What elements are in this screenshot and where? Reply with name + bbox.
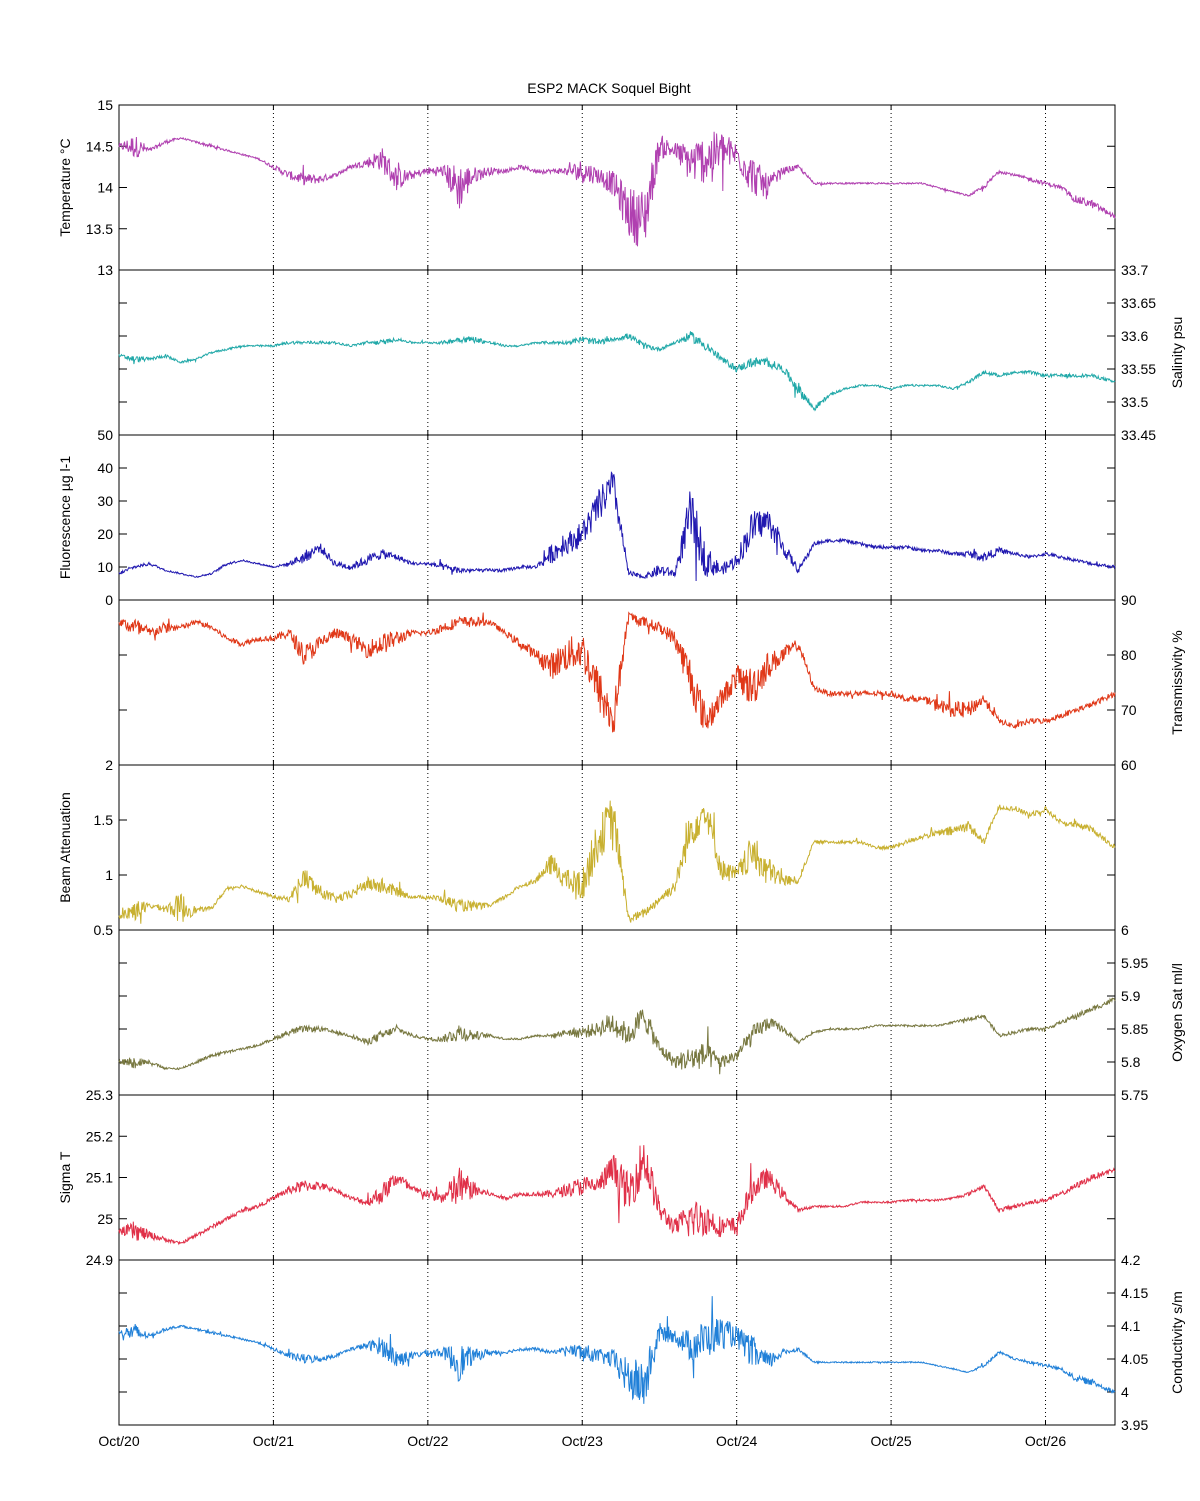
axis-title-1: Salinity psu: [1169, 317, 1185, 389]
x-tick-label: Oct/25: [870, 1433, 911, 1449]
axis-title-6: Sigma T: [57, 1151, 73, 1203]
y-tick-label: 10: [97, 559, 113, 575]
y-tick-label: 60: [1121, 757, 1137, 773]
series-line-5: [118, 997, 1116, 1075]
y-tick-label: 1.5: [94, 812, 114, 828]
y-tick-label: 24.9: [86, 1252, 113, 1268]
series-line-0: [118, 131, 1116, 247]
series-line-2: [118, 471, 1116, 582]
panel-frame: [118, 269, 1116, 436]
y-tick-label: 33.65: [1121, 295, 1156, 311]
x-tick-label: Oct/24: [716, 1433, 757, 1449]
axis-title-0: Temperature °C: [57, 138, 73, 236]
y-tick-label: 15: [97, 97, 113, 113]
y-tick-label: 5.95: [1121, 955, 1148, 971]
y-tick-label: 30: [97, 493, 113, 509]
y-tick-label: 40: [97, 460, 113, 476]
x-tick-label: Oct/20: [98, 1433, 139, 1449]
y-tick-label: 25: [97, 1211, 113, 1227]
y-tick-label: 5.9: [1121, 988, 1141, 1004]
x-tick-label: Oct/21: [253, 1433, 294, 1449]
y-tick-label: 25.2: [86, 1128, 113, 1144]
y-tick-label: 20: [97, 526, 113, 542]
y-tick-label: 3.95: [1121, 1417, 1148, 1433]
y-tick-label: 5.8: [1121, 1054, 1141, 1070]
y-tick-label: 33.5: [1121, 394, 1148, 410]
series-line-3: [118, 611, 1116, 733]
y-tick-label: 13: [97, 262, 113, 278]
y-tick-label: 70: [1121, 702, 1137, 718]
axis-title-3: Transmissivity %: [1169, 630, 1185, 735]
y-tick-label: 5.85: [1121, 1021, 1148, 1037]
y-tick-label: 4: [1121, 1384, 1129, 1400]
series-line-1: [118, 331, 1116, 412]
y-tick-label: 50: [97, 427, 113, 443]
y-tick-label: 4.05: [1121, 1351, 1148, 1367]
y-tick-label: 5.75: [1121, 1087, 1148, 1103]
y-tick-label: 2: [105, 757, 113, 773]
axis-title-5: Oxygen Sat ml/l: [1169, 963, 1185, 1062]
series-line-4: [118, 800, 1116, 924]
panel-frame: [118, 1259, 1116, 1426]
x-tick-label: Oct/22: [407, 1433, 448, 1449]
y-tick-label: 0: [105, 592, 113, 608]
y-tick-label: 0.5: [94, 922, 114, 938]
x-tick-label: Oct/26: [1025, 1433, 1066, 1449]
y-tick-label: 1: [105, 867, 113, 883]
axis-title-4: Beam Attenuation: [57, 792, 73, 903]
y-tick-label: 4.15: [1121, 1285, 1148, 1301]
y-tick-label: 90: [1121, 592, 1137, 608]
axis-title-7: Conductivity s/m: [1169, 1291, 1185, 1394]
y-tick-label: 33.7: [1121, 262, 1148, 278]
y-tick-label: 14.5: [86, 138, 113, 154]
y-tick-label: 13.5: [86, 221, 113, 237]
y-tick-label: 33.6: [1121, 328, 1148, 344]
axis-title-2: Fluorescence µg l-1: [57, 456, 73, 579]
panel-frame: [118, 599, 1116, 766]
series-line-7: [118, 1296, 1116, 1404]
series-line-6: [118, 1145, 1116, 1246]
y-tick-label: 33.45: [1121, 427, 1156, 443]
y-tick-label: 6: [1121, 922, 1129, 938]
y-tick-label: 4.1: [1121, 1318, 1141, 1334]
x-tick-label: Oct/23: [562, 1433, 603, 1449]
panel-frame: [118, 434, 1116, 601]
y-tick-label: 25.3: [86, 1087, 113, 1103]
panel-frame: [118, 929, 1116, 1096]
y-tick-label: 80: [1121, 647, 1137, 663]
y-tick-label: 4.2: [1121, 1252, 1141, 1268]
y-tick-label: 25.1: [86, 1170, 113, 1186]
chart-title: ESP2 MACK Soquel Bight: [527, 80, 691, 96]
y-tick-label: 33.55: [1121, 361, 1156, 377]
y-tick-label: 14: [97, 180, 113, 196]
